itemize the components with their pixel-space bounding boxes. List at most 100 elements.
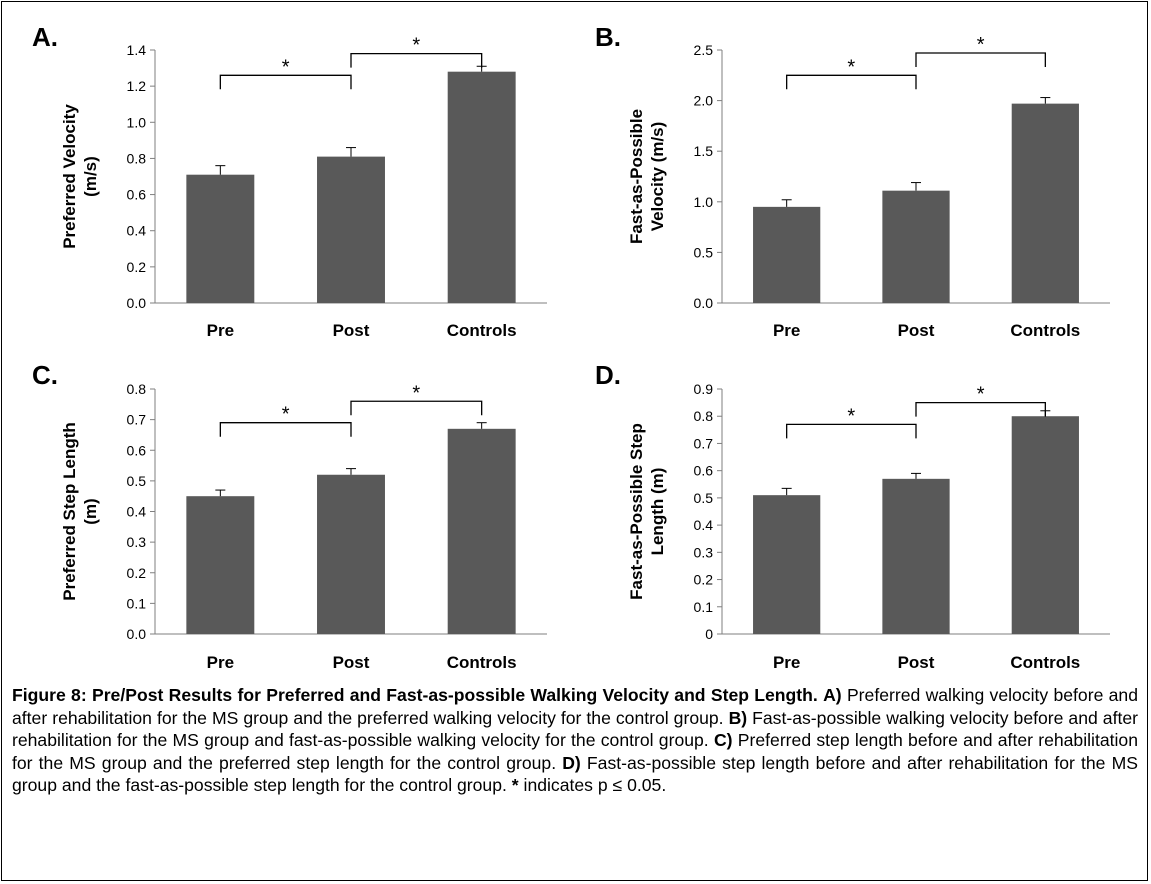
chart-c: C. Preferred Step Length (m) 0.0 0.1 0.2 0.3 0.… (32, 360, 547, 672)
bar-pre (753, 495, 821, 634)
x-category-label: Pre (207, 653, 234, 672)
y-tick-label: 0.0 (127, 626, 147, 642)
x-category-label: Post (333, 321, 370, 340)
y-tick-label: 0.6 (127, 187, 147, 203)
significance-star: * (282, 404, 290, 426)
x-category-label: Controls (447, 321, 517, 340)
y-tick-label: 0.8 (127, 381, 147, 397)
panel-label: B. (595, 22, 621, 52)
bar-controls (1011, 103, 1079, 303)
x-category-label: Post (898, 653, 935, 672)
panel-b: B. Fast-as-Possible Velocity (m/s) 0.0 0.5 1.… (585, 22, 1145, 352)
caption-d-label: D) (562, 752, 581, 773)
y-axis-title-line: Preferred Velocity (60, 104, 79, 249)
bar-pre (753, 206, 821, 303)
caption-star-text: indicates p ≤ 0.05. (518, 775, 667, 796)
significance-bracket (915, 52, 1046, 68)
bar-post (882, 190, 950, 303)
caption-b-label: B) (728, 707, 748, 728)
panel-a: A. Preferred Velocity (m/s) 0.0 0.2 0.4 0.6 0.8… (22, 22, 582, 352)
chart-a: A. Preferred Velocity (m/s) 0.0 0.2 0.4 0.6 0.8… (32, 22, 547, 340)
caption-title: Figure 8: Pre/Post Results for Preferred… (12, 685, 818, 705)
y-tick-label: 0.2 (694, 572, 714, 588)
significance-star: * (977, 34, 985, 56)
y-tick-label: 0.5 (694, 490, 714, 506)
x-category-label: Post (333, 653, 370, 672)
y-tick-label: 0.2 (127, 565, 147, 581)
y-tick-label: 1.0 (694, 194, 714, 210)
y-tick-label: 0.6 (694, 463, 714, 479)
chart-d: D. Fast-as-Possible Step Length (m) 0 0.1 0.2… (595, 360, 1110, 672)
y-tick-label: 0.4 (127, 223, 147, 239)
bar-controls (447, 428, 516, 634)
bar-post (882, 478, 950, 634)
y-tick-label: 0.6 (127, 442, 147, 458)
caption-d-text: Fast-as-possible step length before and … (12, 752, 1138, 796)
panel-label: A. (32, 22, 58, 52)
x-category-label: Pre (773, 653, 800, 672)
significance-bracket (219, 422, 352, 437)
y-tick-label: 1.5 (694, 143, 714, 159)
y-tick-label: 1.2 (127, 78, 147, 94)
y-tick-label: 0.3 (694, 544, 714, 560)
y-tick-label: 0.0 (694, 295, 714, 311)
y-axis-title: Fast-as-Possible Step Length (m) (627, 423, 667, 600)
significance-bracket (219, 74, 352, 90)
caption-c-text: Preferred step length before and after r… (12, 730, 1138, 773)
y-tick-label: 0.4 (694, 517, 714, 533)
y-tick-label: 0.2 (127, 259, 147, 275)
significance-bracket (786, 423, 917, 439)
significance-bracket (350, 52, 483, 68)
caption-a-label: A) (823, 685, 842, 705)
y-tick-label: 0 (705, 626, 713, 642)
y-tick-label: 0.1 (694, 599, 714, 615)
chart-b: B. Fast-as-Possible Velocity (m/s) 0.0 0.5 1.… (595, 22, 1110, 340)
bar-controls (447, 71, 516, 303)
y-tick-label: 0.3 (127, 534, 147, 550)
y-tick-label: 1.0 (127, 114, 147, 130)
y-axis-title-line: Fast-as-Possible Step (627, 423, 646, 600)
y-tick-label: 0.8 (127, 150, 147, 166)
significance-star: * (977, 384, 985, 406)
y-axis-title-line: Velocity (m/s) (648, 122, 667, 232)
significance-bracket (786, 74, 917, 90)
caption-b-text: Fast-as-possible walking velocity before… (12, 707, 1138, 751)
caption-star-label: * (511, 775, 519, 796)
bar-pre (186, 496, 255, 634)
x-category-label: Controls (447, 653, 517, 672)
y-axis-title-line: Fast-as-Possible (627, 109, 646, 244)
significance-star: * (412, 382, 420, 404)
y-axis-title-line: Length (m) (648, 468, 667, 556)
y-tick-label: 0.8 (694, 408, 714, 424)
y-tick-label: 0.7 (694, 435, 714, 451)
bar-post (317, 156, 385, 303)
significance-star: * (847, 405, 855, 427)
y-tick-label: 2.5 (694, 42, 714, 58)
bar-controls (1011, 416, 1079, 634)
significance-star: * (412, 35, 420, 57)
y-tick-label: 0.5 (694, 244, 714, 260)
y-axis-title-line: (m) (81, 498, 100, 524)
y-axis-title: Preferred Velocity (m/s) (60, 104, 100, 249)
significance-star: * (282, 56, 290, 78)
x-category-label: Pre (207, 321, 234, 340)
y-tick-label: 0.0 (127, 295, 147, 311)
y-tick-label: 0.4 (127, 504, 147, 520)
x-category-label: Controls (1010, 321, 1080, 340)
significance-bracket (915, 401, 1046, 417)
caption-c-label: C) (713, 730, 733, 751)
x-category-label: Pre (773, 321, 800, 340)
panel-label: D. (595, 360, 621, 390)
y-tick-label: 1.4 (127, 42, 147, 58)
y-tick-label: 0.1 (127, 595, 147, 611)
caption-a-text: Preferred walking velocity before and af… (12, 685, 1139, 728)
figure-caption: Figure 8: Pre/Post Results for Preferred… (12, 684, 1138, 797)
panel-label: C. (32, 360, 58, 390)
y-tick-label: 2.0 (694, 93, 714, 109)
x-category-label: Controls (1010, 653, 1080, 672)
y-axis-title: Preferred Step Length (m) (60, 422, 100, 601)
y-tick-label: 0.7 (127, 412, 147, 428)
panel-d: D. Fast-as-Possible Step Length (m) 0 0.1 0.2… (585, 360, 1145, 680)
significance-bracket (350, 400, 483, 416)
